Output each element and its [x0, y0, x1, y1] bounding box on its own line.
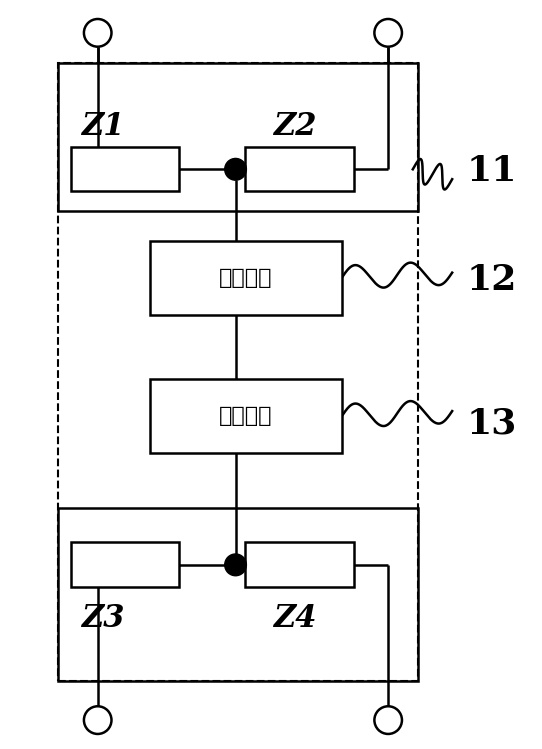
Text: 11: 11 — [467, 154, 518, 188]
Bar — [59, 62, 418, 210]
Circle shape — [225, 554, 247, 576]
Bar — [150, 240, 342, 315]
Text: Z1: Z1 — [81, 112, 124, 142]
Circle shape — [84, 706, 112, 734]
Bar — [59, 62, 418, 681]
Bar — [59, 508, 418, 681]
Text: 发光光源: 发光光源 — [219, 406, 273, 426]
Bar — [246, 147, 354, 191]
Bar — [246, 542, 354, 586]
Circle shape — [375, 706, 402, 734]
Text: Z2: Z2 — [273, 112, 317, 142]
Bar — [150, 379, 342, 453]
Circle shape — [375, 19, 402, 46]
Text: Z4: Z4 — [273, 603, 317, 634]
Text: Z3: Z3 — [81, 603, 124, 634]
Text: 驱动模块: 驱动模块 — [219, 267, 273, 288]
Text: 12: 12 — [467, 263, 517, 297]
Circle shape — [225, 159, 247, 181]
Text: 13: 13 — [467, 407, 517, 440]
Circle shape — [84, 19, 112, 46]
Bar — [71, 542, 179, 586]
Bar — [71, 147, 179, 191]
